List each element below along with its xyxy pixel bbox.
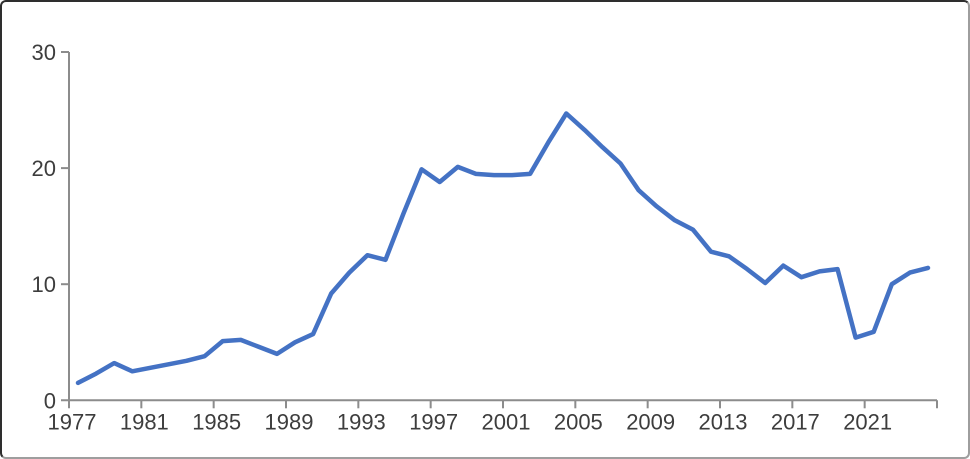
x-tick-label: 2005 xyxy=(554,409,603,434)
x-axis-labels: 1977 1981 1985 1989 1993 1997 2001 2005 2009 2013… xyxy=(48,409,893,434)
y-tick-label: 30 xyxy=(32,40,56,65)
x-axis-ticks xyxy=(68,400,938,409)
data-series xyxy=(75,111,931,386)
x-tick-label: 1989 xyxy=(265,409,314,434)
y-axis-ticks xyxy=(61,51,69,402)
x-tick-label: 1977 xyxy=(48,409,97,434)
series-polyline xyxy=(75,111,931,386)
x-tick-label: 2017 xyxy=(771,409,820,434)
y-tick-label: 0 xyxy=(44,388,56,413)
x-tick-label: 1985 xyxy=(192,409,241,434)
y-tick-label: 20 xyxy=(32,156,56,181)
x-tick-label: 2009 xyxy=(626,409,675,434)
x-tick-label: 2013 xyxy=(699,409,748,434)
x-tick-label: 2001 xyxy=(482,409,531,434)
y-axis-labels: 0 10 20 30 xyxy=(32,40,56,413)
x-tick-label: 2021 xyxy=(843,409,892,434)
y-tick-label: 10 xyxy=(32,272,56,297)
x-tick-label: 1997 xyxy=(409,409,458,434)
axes xyxy=(68,52,937,402)
x-tick-label: 1981 xyxy=(120,409,169,434)
x-tick-label: 1993 xyxy=(337,409,386,434)
